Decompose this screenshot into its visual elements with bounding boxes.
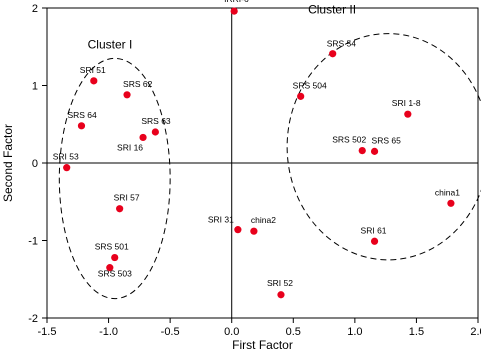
point-label: SRS 54 xyxy=(327,39,357,49)
point-label: china1 xyxy=(435,187,460,197)
point-label: SRI 51 xyxy=(80,65,106,75)
data-point xyxy=(106,264,114,272)
point-label: SRS 64 xyxy=(67,110,97,120)
y-tick-label: -1 xyxy=(28,236,38,248)
point-label: IRRI-6 xyxy=(224,0,249,4)
x-tick-label: 0.0 xyxy=(224,326,239,338)
point-label: SRI 61 xyxy=(361,225,387,235)
x-tick-label: 1.5 xyxy=(409,326,424,338)
cluster-label: Cluster II xyxy=(308,2,356,16)
point-label: SRS 504 xyxy=(293,80,327,90)
x-tick-label: 0.5 xyxy=(286,326,301,338)
x-axis-ticks: -1.5 -1.0 -0.5 0.0 0.5 1.0 1.5 2.0 xyxy=(38,318,481,338)
y-tick-label: 0 xyxy=(32,158,38,170)
data-point xyxy=(234,226,242,234)
point-label: SRI 1-8 xyxy=(392,98,421,108)
point-label: SRI 16 xyxy=(117,142,143,152)
data-point xyxy=(230,7,238,15)
data-point xyxy=(277,291,285,299)
point-label: SRS 503 xyxy=(98,269,132,279)
y-tick-label: -2 xyxy=(28,313,38,325)
point-label: SRS 62 xyxy=(123,79,153,89)
data-point xyxy=(297,92,305,100)
x-tick-label: -1.0 xyxy=(99,326,118,338)
data-point xyxy=(329,50,337,58)
cluster-ellipse xyxy=(58,57,171,300)
data-point xyxy=(111,253,119,262)
data-point xyxy=(123,91,131,99)
cluster-label: Cluster I xyxy=(88,37,133,51)
point-label: SRI 57 xyxy=(114,193,140,203)
data-point xyxy=(404,110,412,118)
point-label: SRS 63 xyxy=(141,116,171,126)
point-label: SRS 65 xyxy=(372,135,402,145)
data-point xyxy=(447,199,455,207)
point-label: SRS 501 xyxy=(95,242,129,252)
data-point xyxy=(250,227,258,235)
y-axis-title: Second Factor xyxy=(1,124,15,202)
point-label: SRS 502 xyxy=(332,135,366,145)
cluster-ellipses: Cluster I Cluster II xyxy=(58,2,481,300)
data-point xyxy=(358,147,366,155)
y-tick-label: 2 xyxy=(32,3,38,15)
x-tick-label: -1.5 xyxy=(38,326,57,338)
x-tick-label: 1.0 xyxy=(347,326,362,338)
cluster-ellipse xyxy=(286,33,481,261)
data-point xyxy=(90,77,98,85)
data-point xyxy=(370,147,379,155)
data-point xyxy=(77,122,86,130)
point-label: china2 xyxy=(251,215,276,225)
y-axis-ticks: -2 -1 0 1 2 xyxy=(28,3,47,325)
x-axis-title: First Factor xyxy=(232,338,293,352)
data-point xyxy=(151,128,159,136)
data-point xyxy=(63,164,71,172)
data-point xyxy=(116,205,124,213)
point-label: SRI 52 xyxy=(267,278,293,288)
data-points: IRRI-6 SRS 54 SRI 51 SRS 62 SRS 504 SRI 1-8 SR… xyxy=(53,0,460,299)
x-tick-label: -0.5 xyxy=(161,326,180,338)
y-tick-label: 1 xyxy=(32,81,38,93)
point-label: SRI 53 xyxy=(53,152,79,162)
x-tick-label: 2.0 xyxy=(470,326,481,338)
data-point xyxy=(370,237,379,245)
data-point xyxy=(139,133,147,142)
point-label: SRI 31 xyxy=(208,215,234,225)
